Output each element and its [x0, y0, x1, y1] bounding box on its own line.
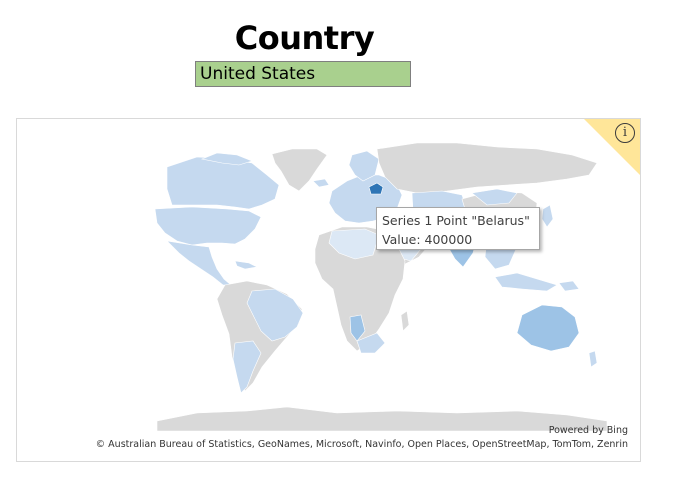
region-mexico[interactable]	[166, 240, 232, 286]
region-north-africa[interactable]	[328, 228, 380, 260]
region-madagascar[interactable]	[400, 310, 410, 332]
region-brazil[interactable]	[246, 288, 304, 342]
world-map	[154, 142, 608, 432]
filled-map-chart[interactable]: i Series 1 Point "Belarus" Value: 400000…	[16, 118, 641, 462]
powered-by-bing: Powered by Bing	[548, 425, 628, 436]
info-badge[interactable]: i	[584, 119, 640, 175]
data-point-tooltip: Series 1 Point "Belarus" Value: 400000	[376, 207, 540, 250]
region-indonesia[interactable]	[494, 272, 558, 292]
tooltip-value-line: Value: 400000	[382, 232, 473, 247]
region-arctic-islands[interactable]	[200, 152, 253, 166]
tooltip-series-line: Series 1 Point "Belarus"	[382, 213, 530, 228]
region-argentina[interactable]	[232, 340, 262, 394]
region-japan[interactable]	[541, 204, 554, 228]
country-input-cell[interactable]: United States	[195, 61, 411, 87]
region-namibia[interactable]	[349, 314, 366, 342]
region-belarus[interactable]	[368, 182, 384, 195]
region-papua-new-guinea[interactable]	[558, 280, 580, 292]
region-russia[interactable]	[376, 142, 598, 194]
info-icon: i	[615, 123, 635, 143]
page-title: Country	[234, 19, 375, 57]
region-scandinavia[interactable]	[348, 150, 380, 182]
region-mongolia[interactable]	[471, 188, 518, 206]
region-antarctica[interactable]	[156, 406, 608, 432]
region-greenland[interactable]	[271, 148, 328, 192]
region-australia[interactable]	[516, 304, 580, 352]
region-iceland[interactable]	[312, 178, 330, 188]
region-new-zealand[interactable]	[588, 350, 598, 368]
region-united-states[interactable]	[154, 206, 262, 246]
region-caribbean[interactable]	[234, 260, 258, 270]
region-south-africa[interactable]	[356, 332, 386, 354]
map-attribution: © Australian Bureau of Statistics, GeoNa…	[95, 439, 628, 450]
region-canada[interactable]	[166, 156, 280, 210]
